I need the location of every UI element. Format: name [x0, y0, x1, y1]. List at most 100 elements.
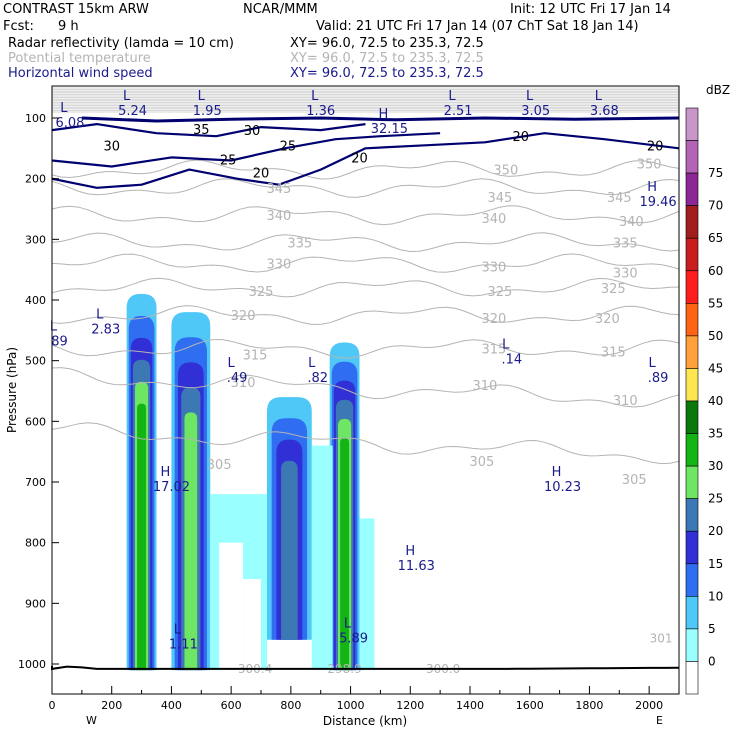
- theta-label-320-0: 320: [231, 309, 256, 324]
- theta-label-340-0: 340: [267, 209, 292, 224]
- reflectivity-cell-2-band-20: [281, 460, 298, 640]
- colorbar-label-0: 0: [708, 654, 716, 668]
- field-reflectivity-xy: XY= 96.0, 72.5 to 235.3, 72.5: [290, 36, 484, 51]
- extremum-value-8: 19.46: [639, 195, 676, 210]
- theta-label-350-0: 350: [493, 164, 518, 179]
- colorbar-swatch-14: [685, 563, 699, 597]
- plot-frame: [51, 85, 680, 695]
- theta-label-325-0: 325: [249, 285, 274, 300]
- y-tick-label-900: 900: [25, 597, 46, 610]
- theta-contour-305: [52, 422, 679, 465]
- colorbar-label-20: 20: [708, 524, 723, 538]
- x-tick-label-1400: 1400: [456, 699, 484, 712]
- colorbar-label-70: 70: [708, 199, 723, 213]
- theta-label-325-1: 325: [487, 285, 512, 300]
- colorbar-label-10: 10: [708, 589, 723, 603]
- valid-time: Valid: 21 UTC Fri 17 Jan 14 (07 ChT Sat …: [316, 19, 639, 34]
- x-axis-label: Distance (km): [323, 714, 407, 728]
- theta-label-335-1: 335: [613, 236, 638, 251]
- extremum-L-11: L: [227, 356, 235, 371]
- extremum-H-15: H: [161, 465, 171, 480]
- theta-surface-label-301: 301: [650, 632, 673, 646]
- extremum-value-5: 2.51: [444, 104, 473, 119]
- wind-label-20-1: 20: [351, 151, 368, 166]
- extremum-L-9: L: [96, 307, 104, 322]
- extremum-value-18: 1.11: [169, 638, 198, 653]
- extremum-value-15: 17.02: [153, 480, 190, 495]
- theta-label-330-0: 330: [267, 258, 292, 273]
- colorbar-label-35: 35: [708, 427, 723, 441]
- init-time: Init: 12 UTC Fri 17 Jan 14: [510, 2, 671, 17]
- extremum-value-0: 6.08: [55, 116, 84, 131]
- field-theta: Potential temperature: [8, 51, 151, 66]
- colorbar-swatch-6: [685, 303, 699, 337]
- y-tick-label-1000: 1000: [18, 658, 46, 671]
- extremum-L-1: L: [123, 89, 131, 104]
- theta-label-345-2: 345: [607, 191, 632, 206]
- extremum-value-1: 5.24: [118, 104, 147, 119]
- extremum-value-6: 3.05: [521, 104, 550, 119]
- y-tick-label-700: 700: [25, 476, 46, 489]
- extremum-value-9: 2.83: [91, 322, 120, 337]
- wind-contour-25: [52, 132, 441, 168]
- wind-label-30-1: 30: [244, 124, 261, 139]
- colorbar-label-5: 5: [708, 622, 716, 636]
- colorbar-swatch-17: [685, 661, 699, 695]
- x-tick-label-0: 0: [49, 699, 56, 712]
- org-label: NCAR/MMM: [243, 2, 318, 17]
- colorbar-swatch-9: [685, 400, 699, 434]
- colorbar-label-25: 25: [708, 492, 723, 506]
- theta-contour-310: [52, 367, 679, 408]
- theta-label-310-2: 310: [613, 394, 638, 409]
- reflectivity-cell-1-band-25: [184, 412, 198, 671]
- reflectivity-gap-1: [243, 579, 261, 671]
- colorbar-label-75: 75: [708, 166, 723, 180]
- wind-label-25-0: 25: [220, 153, 237, 168]
- colorbar-swatch-12: [685, 498, 699, 532]
- y-tick-label-200: 200: [25, 173, 46, 186]
- colorbar-swatch-10: [685, 433, 699, 467]
- extremum-value-16: 10.23: [544, 480, 581, 495]
- colorbar-label-55: 55: [708, 296, 723, 310]
- reflectivity-stratiform-2: [359, 518, 375, 671]
- y-axis-label: Pressure (hPa): [5, 347, 19, 433]
- extremum-L-10: L: [50, 319, 58, 334]
- extremum-H-8: H: [647, 180, 657, 195]
- x-tick-label-1800: 1800: [575, 699, 603, 712]
- theta-label-310-1: 310: [473, 379, 498, 394]
- extremum-value-10: 89: [51, 334, 68, 349]
- wind-label-30-0: 30: [103, 139, 120, 154]
- model-title: CONTRAST 15km ARW: [3, 2, 149, 17]
- x-tick-label-1600: 1600: [516, 699, 544, 712]
- extremum-H-4: H: [378, 107, 388, 122]
- theta-label-305-1: 305: [470, 455, 495, 470]
- colorbar-label-45: 45: [708, 361, 723, 375]
- wind-label-35-0: 35: [193, 123, 210, 138]
- y-tick-label-800: 800: [25, 537, 46, 550]
- theta-label-320-2: 320: [595, 312, 620, 327]
- extremum-L-18: L: [174, 623, 182, 638]
- wind-contour-30: [52, 123, 366, 138]
- extremum-L-5: L: [448, 89, 456, 104]
- theta-label-310-0: 310: [231, 376, 256, 391]
- y-tick-label-600: 600: [25, 415, 46, 428]
- x-end-east: E: [656, 714, 663, 727]
- theta-contour-345: [52, 178, 679, 198]
- colorbar-label-60: 60: [708, 264, 723, 278]
- colorbar-swatch-2: [685, 172, 699, 206]
- extremum-H-17: H: [405, 544, 415, 559]
- extremum-H-16: H: [552, 465, 562, 480]
- wind-label-20-2: 20: [512, 130, 529, 145]
- extremum-value-19: 5.89: [339, 632, 368, 647]
- field-theta-xy: XY= 96.0, 72.5 to 235.3, 72.5: [290, 51, 484, 66]
- reflectivity-cell-3-band-30: [340, 438, 350, 671]
- theta-label-340-1: 340: [481, 212, 506, 227]
- colorbar-swatch-7: [685, 335, 699, 369]
- extremum-value-3: 1.36: [306, 104, 335, 119]
- colorbar-swatch-4: [685, 237, 699, 272]
- x-tick-label-600: 600: [221, 699, 242, 712]
- extremum-L-19: L: [344, 617, 352, 632]
- reflectivity-gap-0: [219, 542, 244, 671]
- theta-label-315-2: 315: [601, 346, 626, 361]
